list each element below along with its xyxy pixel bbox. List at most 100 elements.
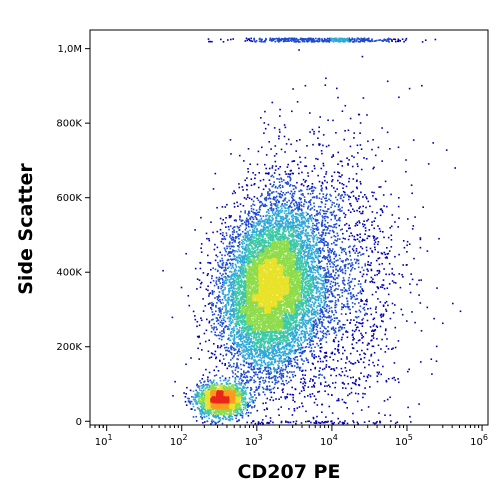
scatter-point bbox=[257, 422, 260, 425]
scatter-point bbox=[280, 348, 283, 350]
scatter-point bbox=[253, 375, 255, 377]
scatter-point bbox=[261, 386, 264, 389]
scatter-point bbox=[292, 209, 295, 212]
scatter-point bbox=[321, 219, 324, 222]
scatter-point bbox=[325, 200, 327, 202]
scatter-point bbox=[254, 40, 256, 43]
scatter-point bbox=[389, 38, 392, 40]
scatter-point bbox=[317, 302, 320, 304]
scatter-point bbox=[226, 253, 229, 256]
scatter-point bbox=[330, 38, 333, 40]
scatter-point bbox=[274, 383, 276, 385]
scatter-point bbox=[355, 186, 358, 189]
scatter-point bbox=[281, 180, 283, 183]
scatter-point bbox=[249, 163, 251, 165]
scatter-point bbox=[319, 305, 322, 308]
scatter-point bbox=[359, 122, 362, 124]
scatter-point bbox=[195, 396, 198, 398]
scatter-point bbox=[306, 343, 309, 345]
scatter-point bbox=[344, 420, 346, 422]
scatter-point bbox=[327, 326, 329, 328]
scatter-point bbox=[369, 386, 371, 388]
scatter-point bbox=[359, 291, 361, 294]
scatter-point bbox=[238, 237, 240, 240]
scatter-point bbox=[247, 348, 250, 351]
scatter-point bbox=[239, 350, 241, 353]
scatter-point bbox=[383, 251, 386, 254]
scatter-point bbox=[308, 346, 310, 348]
scatter-point bbox=[360, 372, 362, 374]
scatter-point bbox=[407, 370, 409, 373]
scatter-point bbox=[314, 313, 316, 316]
scatter-point bbox=[247, 220, 250, 223]
scatter-point bbox=[224, 237, 226, 240]
scatter-point bbox=[323, 212, 325, 215]
scatter-point bbox=[237, 342, 240, 344]
scatter-point bbox=[245, 343, 247, 346]
scatter-point bbox=[382, 320, 384, 323]
scatter-point bbox=[282, 186, 284, 188]
scatter-point bbox=[339, 329, 341, 332]
scatter-point bbox=[301, 205, 303, 207]
scatter-point bbox=[327, 279, 330, 281]
scatter-point bbox=[252, 216, 254, 219]
scatter-point bbox=[292, 184, 294, 187]
scatter-point bbox=[311, 245, 313, 247]
scatter-point bbox=[292, 160, 295, 162]
scatter-point bbox=[326, 330, 328, 333]
scatter-point bbox=[390, 420, 392, 422]
scatter-point bbox=[287, 358, 290, 361]
scatter-point bbox=[301, 352, 303, 355]
scatter-point bbox=[321, 190, 323, 192]
scatter-point bbox=[307, 247, 309, 250]
scatter-point bbox=[284, 170, 287, 173]
scatter-point bbox=[326, 181, 328, 184]
scatter-point bbox=[303, 330, 305, 333]
scatter-point bbox=[354, 310, 357, 313]
scatter-point bbox=[204, 340, 207, 343]
scatter-point bbox=[339, 420, 341, 423]
scatter-point bbox=[333, 332, 336, 334]
scatter-point bbox=[304, 334, 306, 336]
scatter-point bbox=[294, 335, 297, 337]
scatter-point bbox=[376, 375, 379, 377]
scatter-point bbox=[267, 370, 269, 372]
scatter-point bbox=[187, 295, 190, 297]
scatter-point bbox=[287, 365, 289, 367]
scatter-point bbox=[252, 228, 254, 231]
scatter-point bbox=[257, 376, 259, 379]
scatter-point bbox=[303, 396, 306, 398]
scatter-point bbox=[291, 364, 294, 367]
scatter-point bbox=[308, 188, 311, 191]
scatter-point bbox=[302, 323, 304, 325]
scatter-point bbox=[326, 329, 329, 332]
scatter-point bbox=[341, 295, 344, 297]
scatter-point bbox=[287, 175, 289, 178]
scatter-point bbox=[389, 227, 391, 229]
scatter-point bbox=[330, 292, 333, 295]
scatter-point bbox=[250, 198, 253, 201]
scatter-point bbox=[335, 317, 338, 319]
scatter-point bbox=[246, 376, 249, 378]
scatter-point bbox=[315, 325, 317, 328]
scatter-point bbox=[231, 335, 233, 337]
scatter-point bbox=[320, 265, 322, 268]
scatter-point bbox=[374, 154, 377, 157]
scatter-point bbox=[332, 155, 335, 157]
scatter-point bbox=[373, 239, 376, 241]
scatter-point bbox=[289, 192, 292, 195]
scatter-point bbox=[347, 292, 350, 295]
scatter-point bbox=[341, 336, 343, 339]
scatter-point bbox=[284, 217, 287, 220]
scatter-point bbox=[307, 172, 309, 174]
scatter-point bbox=[311, 301, 314, 303]
scatter-point bbox=[279, 373, 281, 376]
scatter-point bbox=[309, 203, 312, 206]
scatter-point bbox=[284, 199, 286, 201]
scatter-point bbox=[285, 173, 287, 175]
scatter-point bbox=[269, 193, 271, 195]
scatter-point bbox=[219, 217, 222, 220]
scatter-point bbox=[313, 205, 316, 208]
scatter-point bbox=[287, 163, 289, 166]
scatter-point bbox=[315, 228, 318, 231]
